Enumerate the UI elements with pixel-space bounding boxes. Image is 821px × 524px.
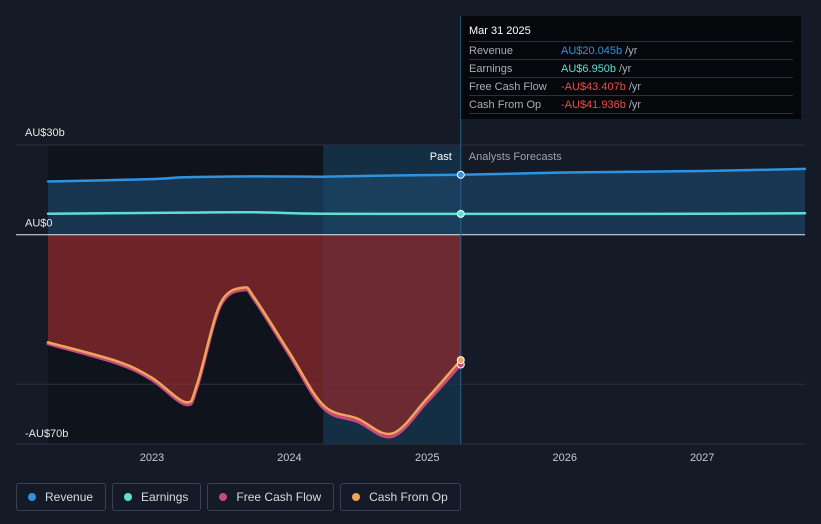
y-tick-label: -AU$70b <box>25 428 68 440</box>
tooltip-unit: /yr <box>625 44 638 57</box>
y-tick-label: AU$0 <box>25 218 53 230</box>
x-tick-label: 2027 <box>690 452 714 464</box>
legend-label: Earnings <box>141 490 189 504</box>
x-axis-labels: 2023 2024 2025 2026 2027 <box>140 452 715 464</box>
legend-item-earnings[interactable]: Earnings <box>112 483 202 511</box>
series-line-revenue <box>46 167 807 183</box>
legend-item-revenue[interactable]: Revenue <box>16 483 107 511</box>
marker-revenue <box>456 170 465 179</box>
tooltip-row-cash-from-op: Cash From Op -AU$41.936b /yr <box>469 95 793 114</box>
tooltip-label: Free Cash Flow <box>469 80 547 93</box>
series-line-cash-from-op <box>46 286 463 436</box>
series-markers <box>456 170 465 369</box>
marker-cash-from-op <box>456 356 465 365</box>
legend: Revenue Earnings Free Cash Flow Cash Fro… <box>16 483 461 511</box>
legend-dot-icon <box>124 493 133 501</box>
legend-dot-icon <box>28 493 36 501</box>
tooltip-value: -AU$43.407b <box>561 80 626 93</box>
x-tick-label: 2024 <box>277 452 301 464</box>
y-axis-labels: AU$30b AU$0 -AU$70b <box>25 127 68 440</box>
x-tick-label: 2026 <box>552 452 576 464</box>
marker-earnings <box>456 209 465 218</box>
tooltip-value: AU$20.045b <box>561 44 623 57</box>
past-label: Past <box>430 151 452 163</box>
legend-label: Cash From Op <box>369 490 448 504</box>
cash-flow-area <box>48 234 461 438</box>
legend-dot-icon <box>219 493 228 501</box>
forecast-label: Analysts Forecasts <box>469 151 562 163</box>
tooltip: Mar 31 2025 Revenue AU$20.045b /yr Earni… <box>461 16 801 119</box>
legend-item-free-cash-flow[interactable]: Free Cash Flow <box>207 483 335 511</box>
tooltip-label: Earnings <box>469 62 513 75</box>
tooltip-value: -AU$41.936b <box>561 98 626 111</box>
tooltip-label: Cash From Op <box>469 98 542 111</box>
tooltip-date: Mar 31 2025 <box>469 25 531 37</box>
legend-label: Free Cash Flow <box>236 490 322 504</box>
revenue-area <box>48 168 805 235</box>
tooltip-unit: /yr <box>628 80 642 93</box>
series-lines <box>46 167 807 439</box>
tooltip-label: Revenue <box>469 44 514 57</box>
series-line-earnings <box>46 210 807 216</box>
tooltip-unit: /yr <box>628 98 642 111</box>
legend-dot-icon <box>352 493 361 501</box>
x-tick-label: 2025 <box>415 452 439 464</box>
legend-item-cash-from-op[interactable]: Cash From Op <box>340 483 461 511</box>
x-tick-label: 2023 <box>140 452 164 464</box>
tooltip-row-earnings: Earnings AU$6.950b /yr <box>469 59 793 77</box>
tooltip-row-free-cash-flow: Free Cash Flow -AU$43.407b /yr <box>469 77 793 95</box>
tooltip-row-revenue: Revenue AU$20.045b /yr <box>469 41 793 59</box>
legend-label: Revenue <box>45 490 94 504</box>
tooltip-unit: /yr <box>619 62 632 75</box>
tooltip-value: AU$6.950b <box>561 62 617 75</box>
series-line-free-cash-flow <box>46 288 463 439</box>
y-tick-label: AU$30b <box>25 127 65 139</box>
